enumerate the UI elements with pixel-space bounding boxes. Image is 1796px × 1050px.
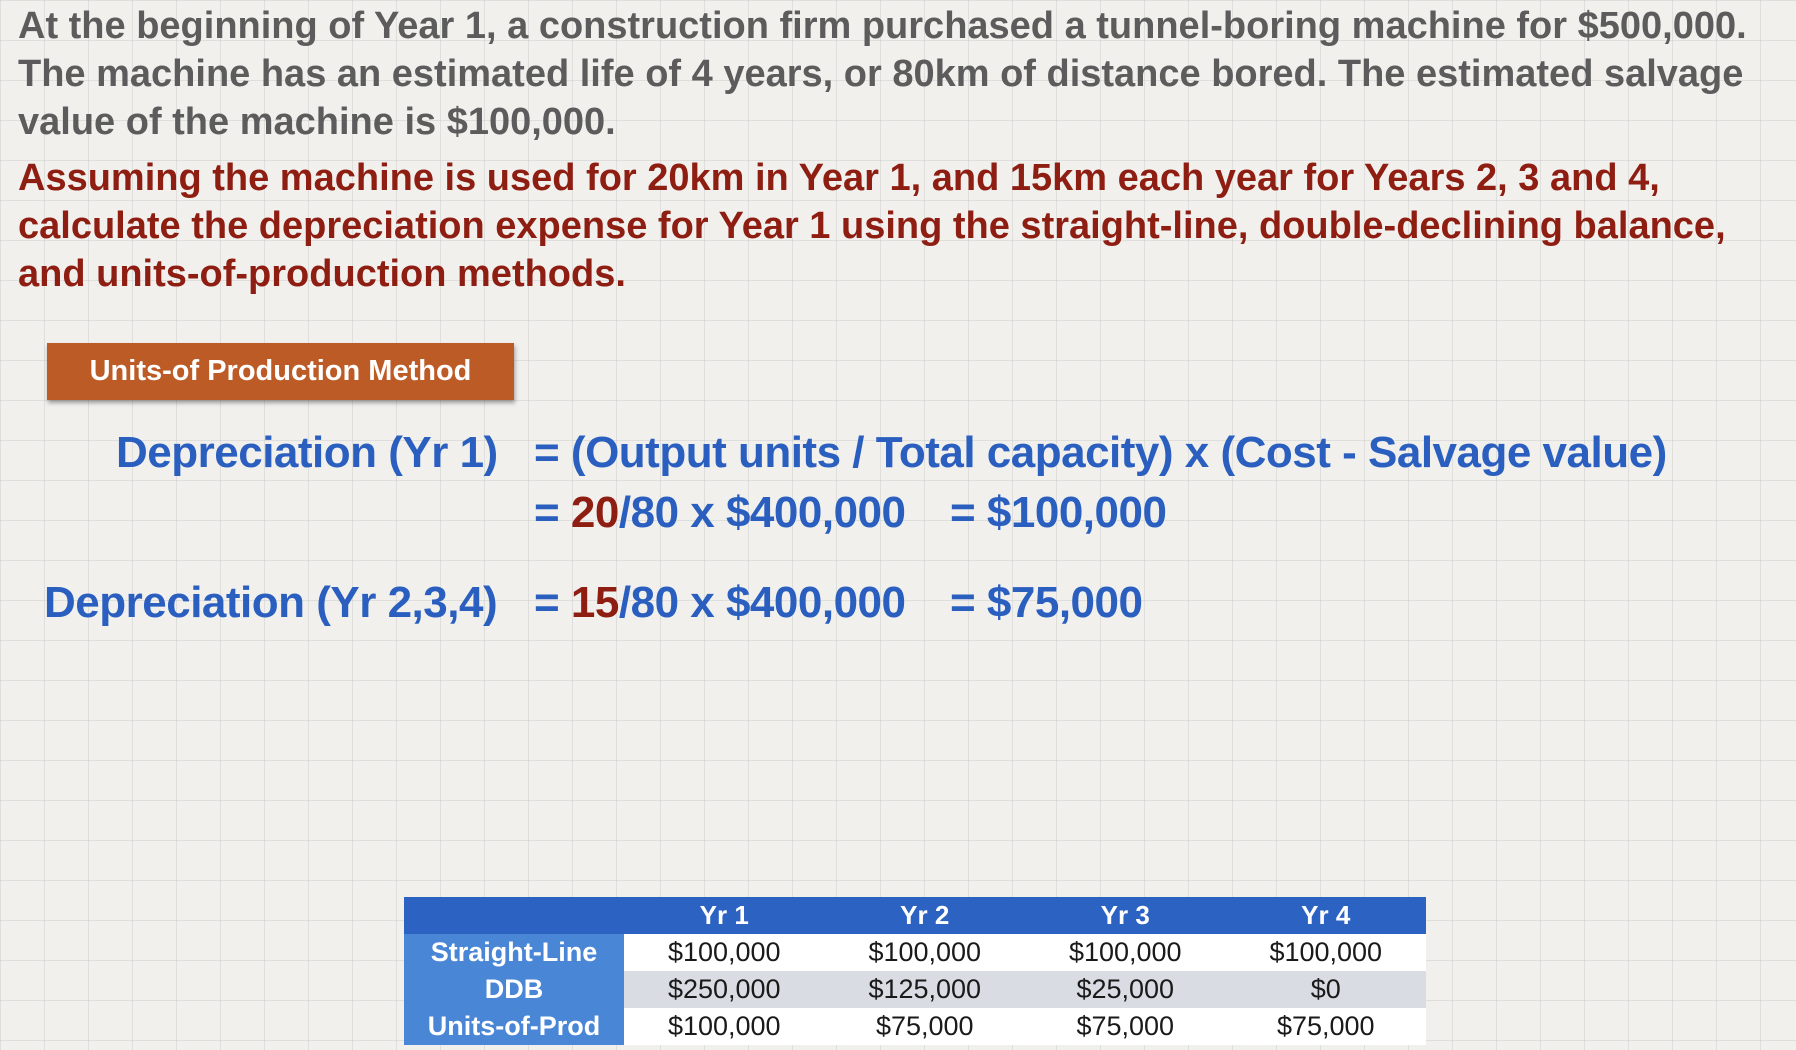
table-cell: $100,000 — [824, 934, 1025, 971]
eq-yr1-calc-rest: /80 x $400,000 — [618, 488, 906, 537]
eq-yr1-lhs: Depreciation (Yr 1) — [116, 428, 498, 477]
table-cell: $100,000 — [624, 1008, 825, 1045]
table-cell: $100,000 — [624, 934, 825, 971]
table-cell: $125,000 — [824, 971, 1025, 1008]
eq-yr234-lhs: Depreciation (Yr 2,3,4) — [44, 578, 498, 627]
header-cell-yr4: Yr 4 — [1225, 897, 1426, 934]
eq-yr234-calc-prefix: = — [534, 578, 571, 627]
header-cell-yr1: Yr 1 — [624, 897, 825, 934]
problem-prompt: Assuming the machine is used for 20km in… — [18, 157, 1726, 295]
eq-yr234-output-units: 15 — [570, 578, 619, 627]
table-cell: $100,000 — [1025, 934, 1226, 971]
depreciation-table: Yr 1 Yr 2 Yr 3 Yr 4 Straight-Line $100,0… — [404, 897, 1426, 1045]
table-cell: $75,000 — [1225, 1008, 1426, 1045]
depreciation-grid: Yr 1 Yr 2 Yr 3 Yr 4 Straight-Line $100,0… — [404, 897, 1426, 1045]
table-row-ddb: DDB $250,000 $125,000 $25,000 $0 — [404, 971, 1426, 1008]
table-cell: $75,000 — [824, 1008, 1025, 1045]
row-label-units-of-prod: Units-of-Prod — [404, 1008, 624, 1045]
eq-yr1-output-units: 20 — [570, 488, 619, 537]
eq-yr1-calc-prefix: = — [534, 488, 571, 537]
eq-yr234-calc: = 15/80 x $400,000 — [534, 578, 906, 628]
method-badge: Units-of Production Method — [47, 343, 514, 400]
header-cell-yr3: Yr 3 — [1025, 897, 1226, 934]
eq-yr1-result: = $100,000 — [950, 488, 1167, 537]
row-label-ddb: DDB — [404, 971, 624, 1008]
table-cell: $75,000 — [1025, 1008, 1226, 1045]
problem-statement: At the beginning of Year 1, a constructi… — [18, 5, 1747, 143]
table-cell: $250,000 — [624, 971, 825, 1008]
eq-yr1-formula: = (Output units / Total capacity) x (Cos… — [534, 428, 1667, 477]
row-label-straight-line: Straight-Line — [404, 934, 624, 971]
table-cell: $25,000 — [1025, 971, 1226, 1008]
eq-yr1-calc: = 20/80 x $400,000 — [534, 488, 906, 538]
table-row-units-of-prod: Units-of-Prod $100,000 $75,000 $75,000 $… — [404, 1008, 1426, 1045]
eq-yr234-calc-rest: /80 x $400,000 — [618, 578, 906, 627]
table-row-straight-line: Straight-Line $100,000 $100,000 $100,000… — [404, 934, 1426, 971]
table-cell: $0 — [1225, 971, 1426, 1008]
header-cell-yr2: Yr 2 — [824, 897, 1025, 934]
table-cell: $100,000 — [1225, 934, 1426, 971]
header-cell-blank — [404, 897, 624, 934]
table-header-row: Yr 1 Yr 2 Yr 3 Yr 4 — [404, 897, 1426, 934]
eq-yr234-result: = $75,000 — [950, 578, 1143, 627]
